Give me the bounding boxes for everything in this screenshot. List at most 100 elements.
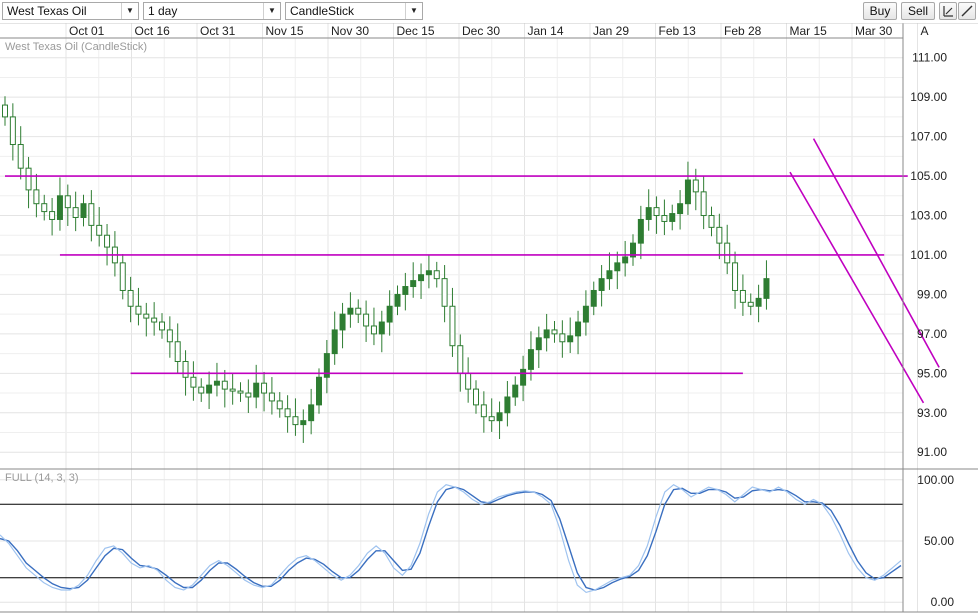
candle-down <box>119 262 126 291</box>
candle-up <box>308 404 315 422</box>
candle-up <box>590 289 597 307</box>
candle-up <box>567 335 574 343</box>
candle-down <box>229 388 236 392</box>
x-tick-label: Dec 15 <box>397 24 435 38</box>
candle-down <box>465 372 472 390</box>
oscillator-y-axis-labels: 100.00 50.00 0.00 <box>917 473 954 609</box>
instrument-value: West Texas Oil <box>7 4 87 18</box>
candle-down <box>143 313 150 319</box>
chart-frame <box>0 22 978 613</box>
candle-up <box>622 256 629 264</box>
main-grid <box>0 23 918 612</box>
candle-down <box>190 376 197 388</box>
candle-down <box>261 382 268 394</box>
buy-button[interactable]: Buy <box>863 2 897 20</box>
candle-down <box>661 215 668 222</box>
candle-down <box>716 226 723 244</box>
candle-down <box>245 392 252 398</box>
x-tick-label: Jan 14 <box>528 24 564 38</box>
draw-line-tool-button[interactable] <box>958 2 976 20</box>
y-tick-label: 97.00 <box>917 327 947 341</box>
osc-tick-label: 100.00 <box>917 473 954 487</box>
candle-up <box>253 382 260 398</box>
candle-down <box>135 305 142 315</box>
candle-down <box>2 104 8 118</box>
chevron-down-icon: ▼ <box>121 3 138 19</box>
candle-down <box>559 333 566 343</box>
candle-up <box>684 179 691 205</box>
x-tick-label: Oct 01 <box>69 24 105 38</box>
candle-up <box>614 262 621 272</box>
y-tick-label: 105.00 <box>910 169 947 183</box>
candle-down <box>355 307 362 315</box>
trendline <box>789 171 925 404</box>
x-tick-label: Feb 13 <box>659 24 697 38</box>
x-tick-label: Jan 29 <box>593 24 629 38</box>
crosshair-tool-button[interactable] <box>939 2 957 20</box>
sell-button[interactable]: Sell <box>901 2 935 20</box>
candle-down <box>41 203 48 213</box>
x-tick-label: A <box>921 24 929 38</box>
chart-type-select[interactable]: CandleStick ▼ <box>285 2 423 20</box>
candle-down <box>174 341 181 362</box>
y-tick-label: 95.00 <box>917 366 947 380</box>
candle-up <box>677 203 684 215</box>
candle-up <box>606 270 613 280</box>
x-axis-labels: Oct 01 Oct 16 Oct 31 Nov 15 Nov 30 Dec 15 Dec … <box>69 24 929 38</box>
y-tick-label: 91.00 <box>917 445 947 459</box>
candle-down <box>237 390 244 394</box>
candle-up <box>213 380 220 386</box>
candle-up <box>755 297 762 307</box>
x-tick-label: Nov 30 <box>331 24 369 38</box>
candle-up <box>637 218 644 244</box>
y-axis-labels: 111.00 109.00 107.00 105.00 103.00 101.00 99.0… <box>910 51 947 459</box>
candle-down <box>33 189 40 205</box>
trendline <box>812 138 940 368</box>
y-tick-label: 103.00 <box>910 209 947 223</box>
candle-down <box>104 234 111 248</box>
candle-down <box>551 329 558 335</box>
candle-down <box>739 289 746 303</box>
candle-up <box>630 242 636 258</box>
candle-up <box>496 412 503 422</box>
candle-down <box>25 167 32 191</box>
candle-down <box>370 325 377 335</box>
candle-up <box>418 274 425 282</box>
candle-down <box>457 345 464 374</box>
candle-down <box>480 404 487 418</box>
chevron-down-icon: ▼ <box>263 3 280 19</box>
candle-up <box>386 305 393 323</box>
toolbar: West Texas Oil ▼ 1 day ▼ CandleStick ▼ B… <box>0 0 978 23</box>
candle-down <box>64 195 71 209</box>
candle-down <box>700 191 707 217</box>
timeframe-value: 1 day <box>148 4 178 18</box>
candle-up <box>645 207 652 220</box>
candle-down <box>49 211 56 220</box>
candle-up <box>598 278 605 291</box>
candle-down <box>732 262 739 291</box>
timeframe-select[interactable]: 1 day ▼ <box>143 2 281 20</box>
instrument-select[interactable]: West Texas Oil ▼ <box>2 2 139 20</box>
y-tick-label: 93.00 <box>917 406 947 420</box>
y-tick-label: 109.00 <box>910 90 947 104</box>
candle-up <box>402 286 409 295</box>
candle-down <box>221 380 228 390</box>
candle-up <box>206 384 213 394</box>
candle-down <box>276 400 283 410</box>
candle-up <box>347 307 354 315</box>
candle-up <box>535 337 542 351</box>
candle-down <box>198 386 205 394</box>
candle-down <box>363 313 370 327</box>
main-chart-title: West Texas Oil (CandleStick) <box>5 41 147 53</box>
candle-up <box>543 329 550 339</box>
y-tick-label: 107.00 <box>910 130 947 144</box>
candle-down <box>127 289 134 307</box>
candle-up <box>582 305 589 323</box>
candle-up <box>300 420 307 426</box>
oscillator-title: FULL (14, 3, 3) <box>5 472 79 484</box>
x-tick-label: Feb 28 <box>724 24 762 38</box>
candle-up <box>316 376 322 406</box>
candle-down <box>292 416 299 426</box>
y-tick-label: 111.00 <box>912 51 947 65</box>
candle-up <box>56 195 63 220</box>
